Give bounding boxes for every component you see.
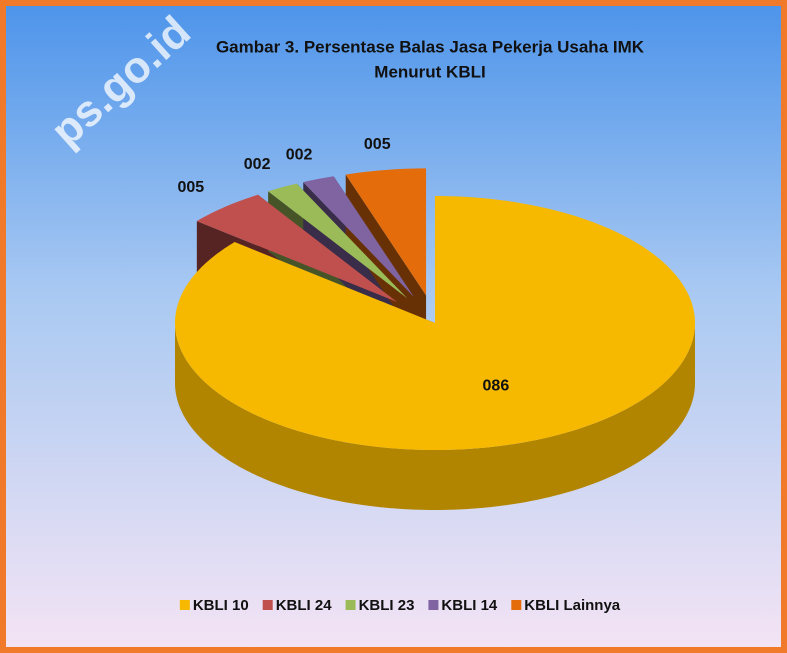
data-label: 005 <box>364 136 391 153</box>
chart-title: Menurut KBLI <box>374 62 485 81</box>
data-label: 086 <box>483 377 510 394</box>
slice-edge <box>175 323 695 510</box>
legend-swatch <box>511 600 522 610</box>
data-label: 005 <box>177 179 204 196</box>
data-label: 002 <box>244 156 271 173</box>
slice <box>268 183 408 299</box>
slice <box>175 196 695 450</box>
legend-item: KBLI Lainnya <box>511 597 621 614</box>
legend-item: KBLI 23 <box>345 597 415 614</box>
legend-swatch <box>345 600 356 610</box>
legend-item: KBLI 14 <box>428 597 498 614</box>
legend-swatch <box>428 600 439 610</box>
legend-swatch <box>179 600 190 610</box>
legend-label: KBLI 14 <box>441 597 498 614</box>
legend-label: KBLI 23 <box>359 597 415 614</box>
chart-title: Gambar 3. Persentase Balas Jasa Pekerja … <box>216 37 645 56</box>
slice <box>345 168 427 296</box>
legend-label: KBLI 24 <box>276 597 333 614</box>
slices <box>175 168 695 450</box>
legend-swatch <box>262 600 273 610</box>
legend-label: KBLI Lainnya <box>524 597 621 614</box>
slice <box>303 176 414 298</box>
legend-item: KBLI 24 <box>262 597 333 614</box>
legend-item: KBLI 10 <box>179 597 249 614</box>
slice <box>196 194 398 303</box>
data-label: 002 <box>286 147 313 164</box>
legend-label: KBLI 10 <box>193 597 249 614</box>
